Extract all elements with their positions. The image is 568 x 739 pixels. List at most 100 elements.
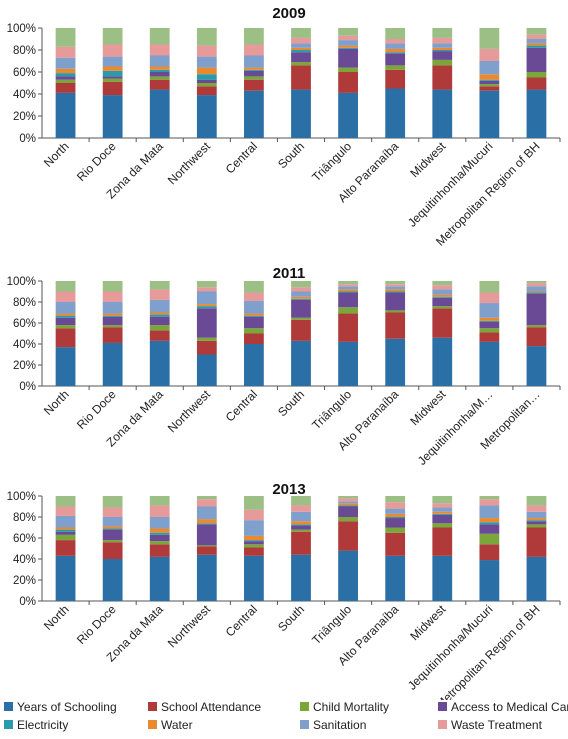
- bar-segment: [338, 92, 358, 138]
- bar-segment: [149, 534, 170, 542]
- bar-segment: [479, 321, 500, 329]
- bar-segment: [291, 554, 311, 601]
- bar-segment: [102, 78, 123, 82]
- bar-segment: [479, 317, 500, 321]
- bar-segment: [385, 69, 406, 89]
- x-tick-label: Jequitinhonha/Mucuri: [405, 602, 496, 693]
- x-tick-label: Northwest: [165, 139, 214, 188]
- y-tick-label: 100%: [7, 23, 36, 35]
- bar-segment: [479, 499, 500, 506]
- bar-segment: [526, 89, 547, 138]
- bar-segment: [102, 44, 123, 57]
- bar-segment: [479, 28, 500, 49]
- bar-segment: [385, 496, 406, 503]
- bar-segment: [526, 39, 547, 44]
- bar-segment: [338, 503, 358, 506]
- bar-segment: [244, 540, 264, 542]
- bar-segment: [385, 513, 406, 517]
- bar-segment: [291, 525, 311, 530]
- bar-segment: [291, 296, 311, 299]
- bar-segment: [479, 303, 500, 318]
- bar-segment: [338, 292, 358, 308]
- y-tick-label: 100%: [7, 276, 36, 288]
- bar-segment: [291, 531, 311, 555]
- bar-segment: [291, 43, 311, 48]
- bar-segment: [291, 505, 311, 512]
- bar-segment: [102, 70, 123, 77]
- bar-segment: [432, 503, 453, 508]
- bar-segment: [55, 317, 76, 326]
- legend-item: Access to Medical Care: [438, 700, 568, 714]
- bar-segment: [102, 496, 123, 508]
- bar-segment: [291, 50, 311, 53]
- bar-segment: [479, 560, 500, 601]
- bar-segment: [102, 76, 123, 79]
- bar-segment: [479, 61, 500, 75]
- legend: Years of Schooling School Attendance Child…: [0, 700, 568, 738]
- bar-segment: [196, 95, 217, 138]
- bar-segment: [149, 496, 170, 506]
- bar-segment: [432, 523, 453, 528]
- bar-segment: [244, 300, 264, 314]
- bar-segment: [244, 90, 264, 138]
- bar-segment: [149, 55, 170, 67]
- bar-segment: [526, 520, 547, 522]
- y-tick-label: 40%: [13, 339, 36, 351]
- bar-segment: [149, 556, 170, 601]
- x-tick-label: Triângulo: [309, 139, 354, 184]
- bar-segment: [244, 328, 264, 334]
- legend-item: Sanitation: [300, 718, 366, 732]
- legend-label: Years of Schooling: [17, 700, 117, 714]
- legend-swatch: [438, 702, 447, 711]
- bar-segment: [385, 517, 406, 519]
- bar-segment: [479, 522, 500, 525]
- bar-segment: [102, 517, 123, 527]
- bar-segment: [55, 515, 76, 528]
- bar-segment: [385, 289, 406, 292]
- bar-segment: [338, 505, 358, 507]
- bar-segment: [102, 507, 123, 517]
- bar-segment: [432, 43, 453, 48]
- bar-segment: [196, 74, 217, 80]
- x-tick-label: Rio Doce: [74, 387, 119, 432]
- bar-segment: [196, 56, 217, 68]
- bar-segment: [196, 45, 217, 57]
- bar-segment: [338, 286, 358, 290]
- legend-item: Child Mortality: [300, 700, 389, 714]
- bar-segment: [338, 521, 358, 551]
- bar-segment: [55, 302, 76, 314]
- bar-segment: [385, 502, 406, 509]
- bar-segment: [244, 541, 264, 545]
- y-tick-label: 0%: [19, 596, 36, 608]
- bar-segment: [102, 281, 123, 292]
- bar-segment: [432, 296, 453, 298]
- bar-segment: [291, 47, 311, 50]
- bar-segment: [385, 48, 406, 53]
- bar-segment: [102, 66, 123, 71]
- bar-segment: [432, 337, 453, 386]
- bar-segment: [149, 72, 170, 77]
- bar-segment: [432, 37, 453, 44]
- bar-segment: [479, 292, 500, 304]
- bar-segment: [149, 541, 170, 545]
- bar-segment: [385, 65, 406, 70]
- bar-segment: [385, 291, 406, 293]
- y-tick-label: 0%: [19, 133, 36, 145]
- y-tick-label: 40%: [13, 554, 36, 566]
- bar-segment: [149, 281, 170, 290]
- bar-segment: [55, 527, 76, 530]
- bar-segment: [432, 496, 453, 504]
- bar-segment: [55, 57, 76, 69]
- bar-segment: [385, 88, 406, 138]
- bar-segment: [385, 281, 406, 285]
- legend-swatch: [148, 702, 157, 711]
- bar-segment: [149, 44, 170, 56]
- bar-segment: [338, 47, 358, 49]
- bar-segment: [479, 496, 500, 500]
- bar-segment: [432, 285, 453, 290]
- bar-segment: [432, 308, 453, 338]
- bar-segment: [196, 308, 217, 338]
